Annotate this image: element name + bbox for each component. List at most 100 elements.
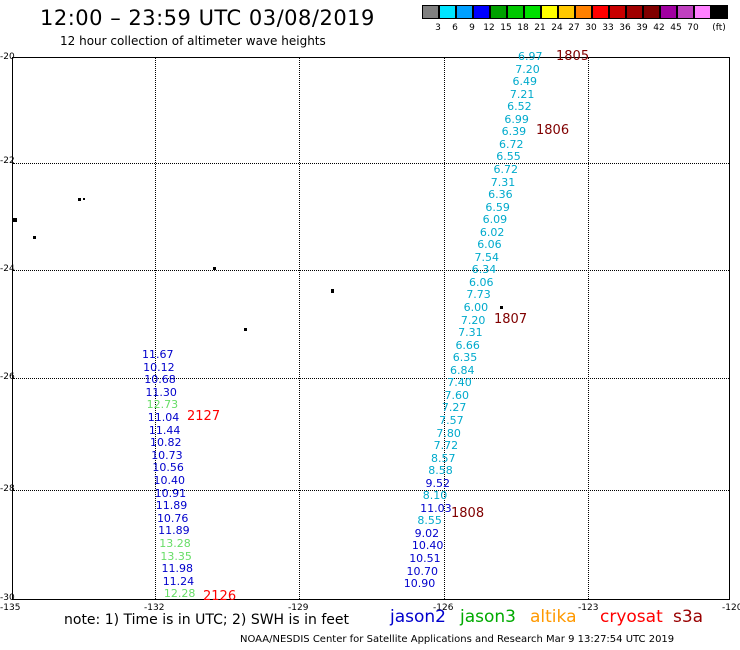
legend-swatch (592, 5, 609, 19)
longitude-label: -126 (433, 603, 454, 613)
map-title: 12:00 – 23:59 UTC 03/08/2019 (40, 6, 375, 30)
satellite-name: cryosat (600, 607, 663, 627)
wave-height-value: 13.28 (159, 537, 191, 550)
legend-swatch (711, 5, 728, 19)
legend-value: 3 (435, 23, 441, 33)
longitude-gridline (588, 58, 589, 599)
legend-value: 21 (534, 23, 546, 33)
longitude-gridline (155, 58, 156, 599)
wave-height-value: 11.24 (162, 574, 195, 588)
pass-time-label: 1808 (451, 506, 485, 521)
wave-height-value: 6.72 (493, 162, 519, 176)
legend-swatch (507, 5, 524, 19)
legend-value: 9 (469, 23, 475, 33)
wave-height-value: 7.57 (439, 413, 464, 427)
latitude-gridline (13, 163, 729, 164)
wave-height-value: 12.73 (146, 398, 179, 412)
island-marker (13, 218, 17, 222)
latitude-label: -24 (0, 264, 15, 274)
wave-height-value: 9.02 (414, 526, 440, 540)
pass-time-label: 2127 (187, 409, 221, 424)
wave-height-value: 6.09 (482, 213, 508, 227)
map-subtitle: 12 hour collection of altimeter wave hei… (60, 34, 326, 48)
wave-height-value: 11.67 (142, 348, 174, 361)
island-marker (500, 306, 503, 309)
wave-height-value: 7.80 (436, 426, 461, 440)
longitude-label: -129 (288, 603, 309, 613)
wave-height-value: 11.30 (145, 385, 177, 399)
legend-swatch (490, 5, 507, 19)
latitude-label: -30 (0, 593, 15, 603)
latitude-gridline (13, 490, 729, 491)
wave-height-value: 11.89 (158, 524, 190, 538)
wave-height-value: 10.91 (154, 486, 187, 500)
wave-height-value: 6.72 (498, 137, 524, 151)
wave-height-value: 8.55 (417, 514, 442, 528)
wave-height-value: 6.35 (452, 351, 478, 365)
legend-value: 18 (517, 23, 529, 33)
legend-swatch (439, 5, 456, 19)
longitude-gridline (444, 58, 445, 599)
island-marker (33, 236, 36, 239)
legend-value: 24 (551, 23, 563, 33)
legend-value: 12 (483, 23, 495, 33)
wave-height-value: 10.68 (144, 373, 176, 387)
wave-height-value: 7.20 (460, 313, 486, 327)
wave-height-value: 10.40 (153, 474, 186, 487)
wave-height-value: 10.82 (150, 436, 182, 450)
latitude-label: -28 (0, 484, 15, 494)
wave-height-value: 6.39 (501, 125, 527, 139)
wave-height-value: 6.00 (463, 301, 489, 314)
legend-swatch (524, 5, 541, 19)
wave-height-value: 6.99 (504, 112, 529, 126)
wave-height-value: 6.66 (455, 338, 480, 352)
satellite-name: s3a (673, 607, 704, 627)
wave-height-value: 6.49 (512, 75, 538, 89)
longitude-label: -132 (144, 603, 165, 613)
island-marker (213, 267, 216, 270)
wave-height-value: 10.51 (409, 552, 441, 565)
wave-height-value: 6.84 (450, 363, 475, 377)
wave-height-value: 11.98 (161, 562, 194, 576)
wave-height-value: 9.52 (425, 476, 451, 490)
island-marker (244, 328, 247, 331)
wave-height-value: 7.40 (447, 376, 472, 390)
legend-swatch (575, 5, 592, 19)
legend-value: 27 (568, 23, 580, 33)
longitude-label: -123 (578, 603, 599, 613)
wave-height-value: 11.03 (420, 501, 452, 515)
satellite-name: altika (530, 607, 577, 627)
legend-value: 36 (619, 23, 631, 33)
map-area[interactable] (12, 57, 730, 600)
longitude-label: -120 (722, 603, 740, 613)
legend-unit: (ft) (712, 23, 726, 33)
wave-height-value: 10.76 (156, 511, 189, 525)
longitude-gridline (299, 58, 300, 599)
satellite-name: jason2 (390, 607, 446, 627)
legend-swatch (643, 5, 660, 19)
legend-value: 39 (636, 23, 648, 33)
wave-height-value: 7.54 (474, 250, 499, 264)
wave-height-value: 10.40 (411, 539, 444, 553)
wave-height-value: 7.60 (444, 388, 470, 402)
legend-swatch (626, 5, 643, 19)
legend-swatch (660, 5, 677, 19)
legend-value: 45 (670, 23, 682, 33)
latitude-label: -26 (0, 372, 15, 382)
wave-height-value: 10.12 (143, 360, 175, 374)
wave-height-value: 6.06 (469, 275, 494, 289)
latitude-label: -20 (0, 52, 15, 62)
wave-height-value: 10.70 (406, 564, 438, 578)
island-marker (78, 198, 81, 201)
wave-height-value: 12.28 (163, 587, 196, 601)
wave-height-value: 6.36 (488, 188, 513, 202)
legend-value: 15 (500, 23, 512, 33)
latitude-label: -22 (0, 156, 15, 166)
wave-height-value: 7.31 (490, 175, 516, 189)
longitude-label: -135 (0, 603, 21, 613)
wave-height-value: 13.35 (160, 549, 192, 563)
wave-height-value: 6.34 (471, 263, 497, 277)
legend-swatch (677, 5, 694, 19)
legend-swatch (558, 5, 575, 19)
wave-height-value: 8.58 (428, 464, 453, 478)
